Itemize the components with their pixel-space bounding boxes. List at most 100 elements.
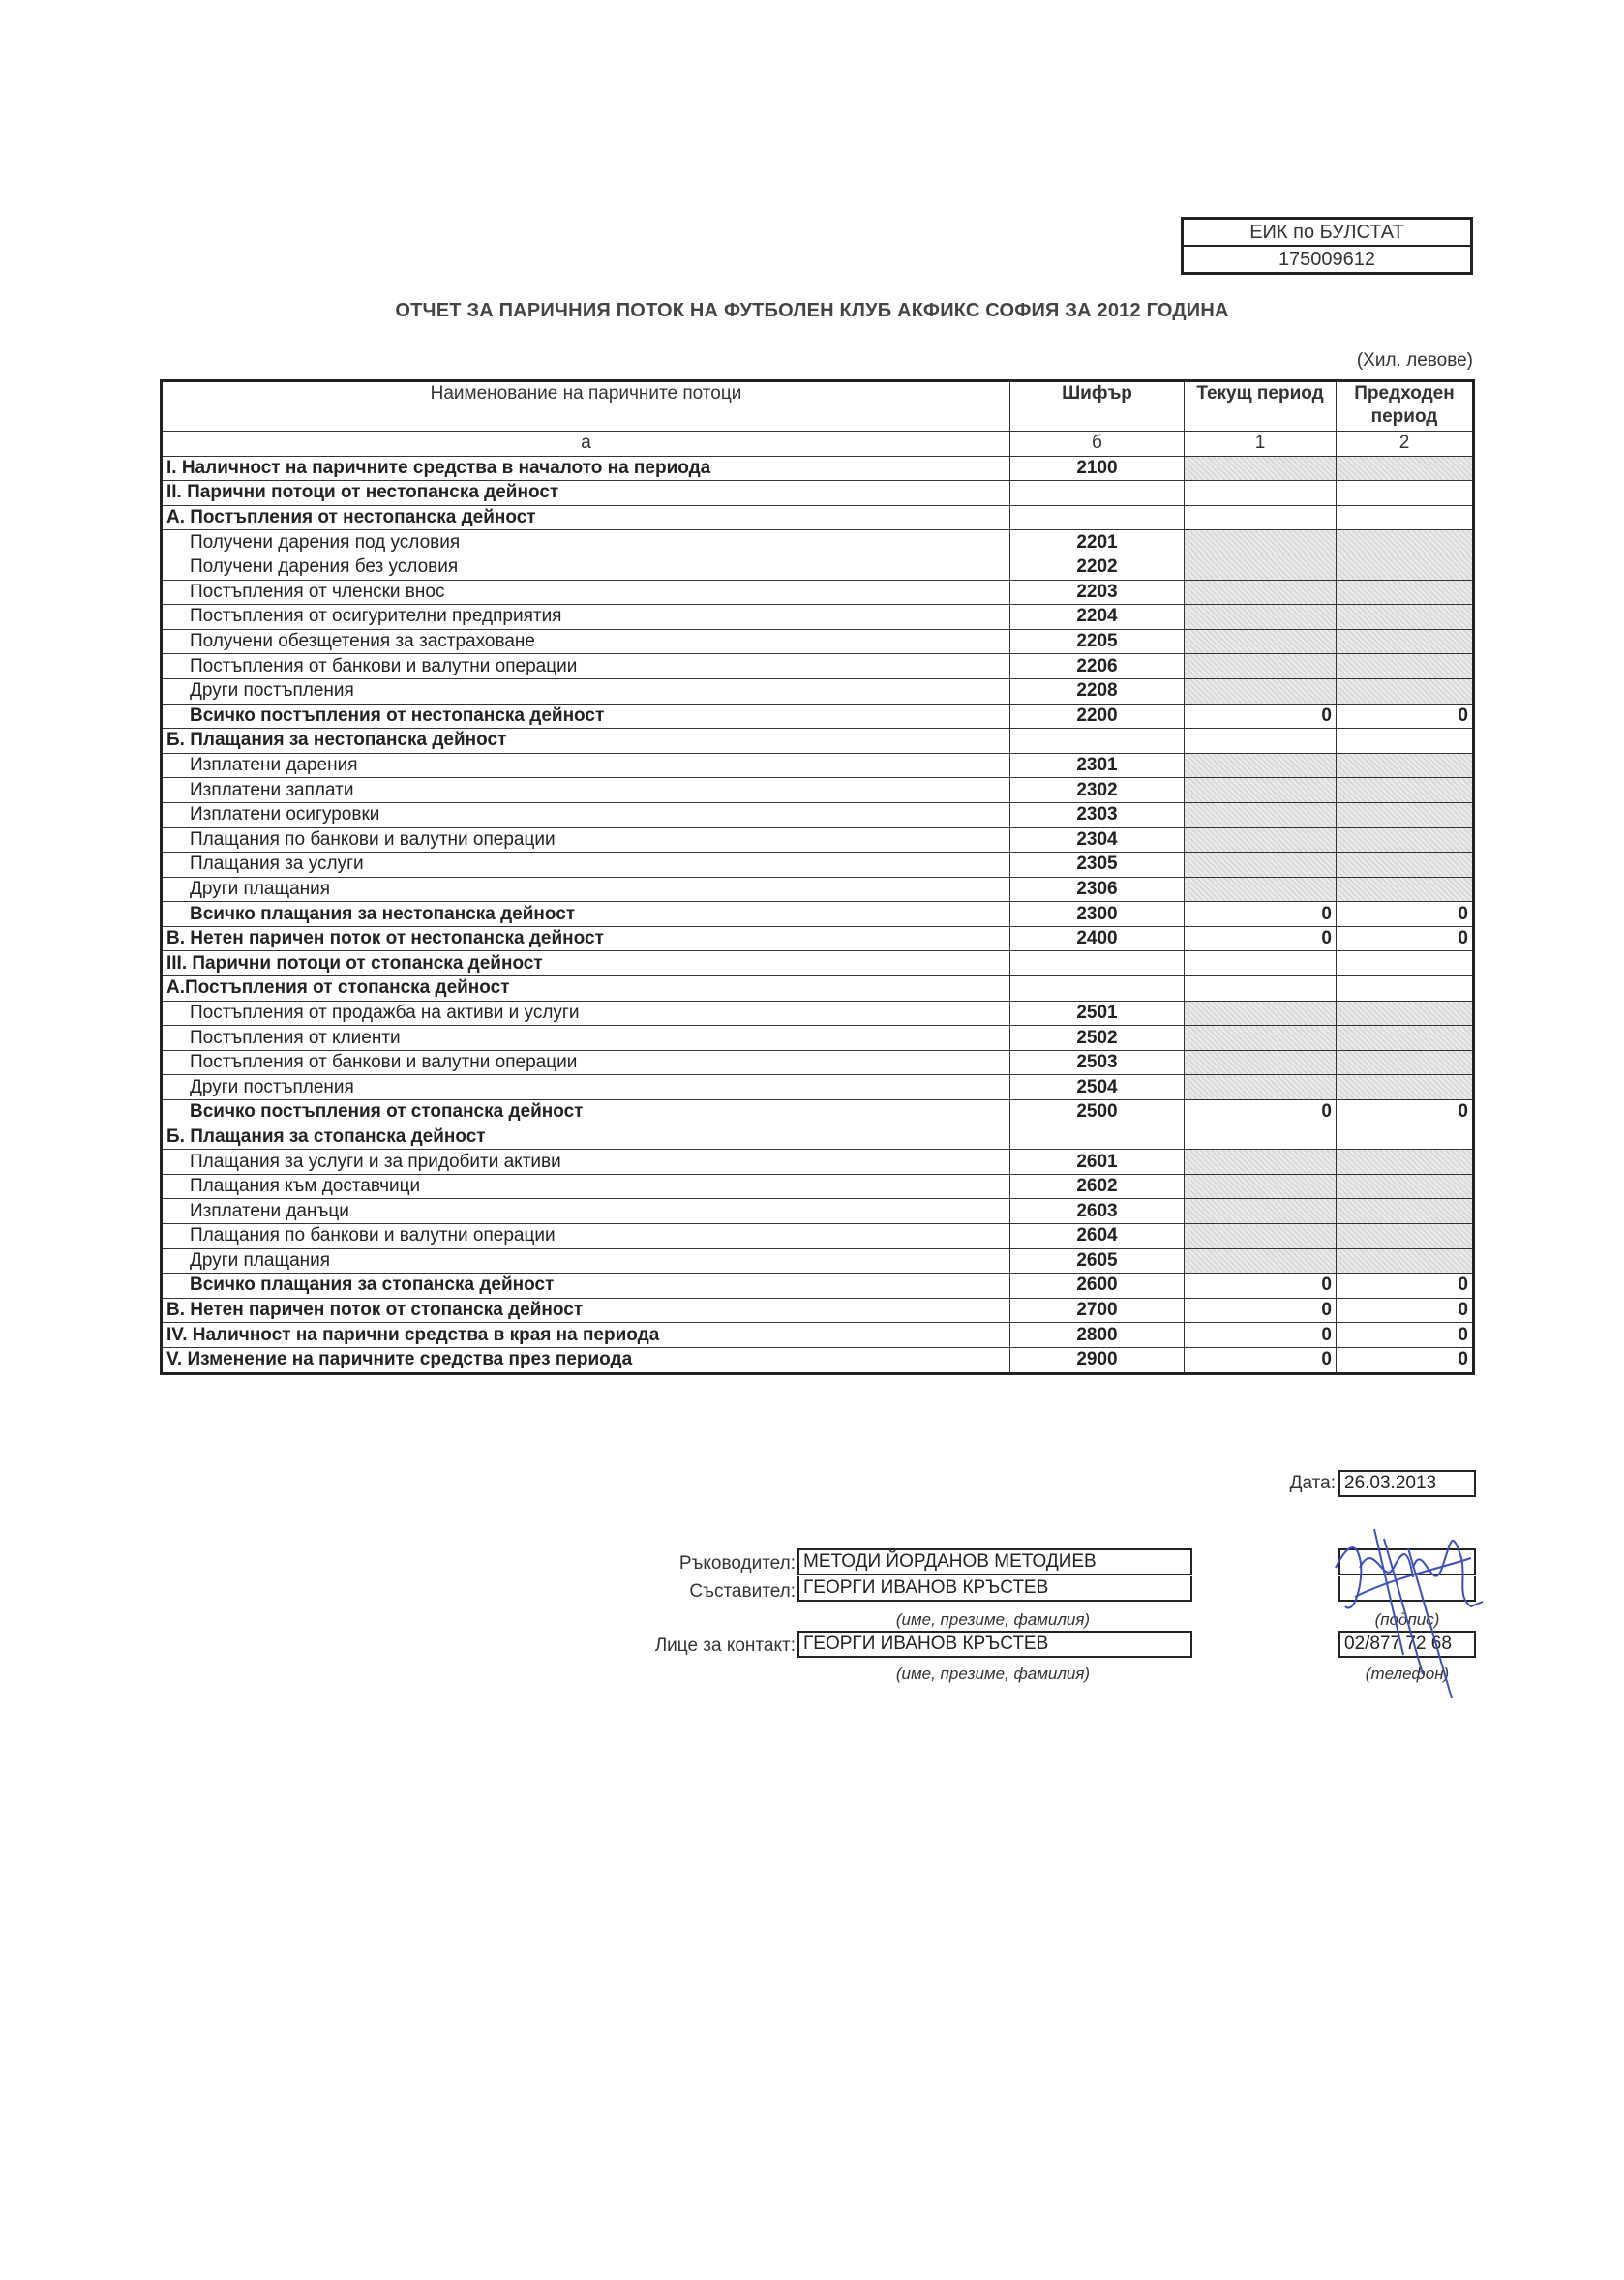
row-current — [1184, 653, 1337, 679]
report-title: ОТЧЕТ ЗА ПАРИЧНИЯ ПОТОК НА ФУТБОЛЕН КЛУБ… — [395, 300, 1229, 321]
row-label: А.Постъпления от стопанска дейност — [161, 975, 1010, 1002]
phone-field: 02/877 72 68 — [1338, 1631, 1476, 1658]
row-label: Изплатени осигуровки — [161, 801, 1010, 828]
row-current — [1184, 728, 1337, 754]
row-previous — [1336, 1173, 1474, 1200]
row-current: 0 — [1184, 901, 1337, 927]
row-previous: 0 — [1336, 1346, 1474, 1374]
table-row: Всичко постъпления от нестопанска дейнос… — [161, 703, 1474, 730]
table-row: В. Нетен паричен поток от стопанска дейн… — [161, 1297, 1474, 1324]
row-code: 2203 — [1009, 579, 1185, 606]
row-label: Всичко плащания за стопанска дейност — [161, 1273, 1010, 1299]
row-code: 2303 — [1009, 801, 1185, 828]
row-current: 0 — [1184, 1099, 1337, 1125]
row-code: 2301 — [1009, 752, 1185, 779]
row-code: 2501 — [1009, 1000, 1185, 1027]
row-label: Получени дарения под условия — [161, 529, 1010, 555]
row-current — [1184, 504, 1337, 531]
table-row: Получени дарения без условия 2202 — [161, 554, 1474, 581]
row-current — [1184, 1074, 1337, 1101]
row-code: 2304 — [1009, 826, 1185, 854]
row-code — [1009, 728, 1185, 754]
table-row: III. Парични потоци от стопанска дейност — [161, 950, 1474, 977]
index-b: б — [1009, 431, 1185, 457]
row-label: В. Нетен паричен поток от нестопанска де… — [161, 925, 1010, 952]
row-label: Други постъпления — [161, 1074, 1010, 1101]
row-current — [1184, 1124, 1337, 1151]
row-label: Други плащания — [161, 876, 1010, 903]
table-row: Получени обезщетения за застраховане 2205 — [161, 628, 1474, 655]
row-code: 2603 — [1009, 1198, 1185, 1224]
table-row: В. Нетен паричен поток от нестопанска де… — [161, 925, 1474, 952]
row-current — [1184, 876, 1337, 903]
table-row: Постъпления от членски внос 2203 — [161, 579, 1474, 606]
row-label: Всичко постъпления от стопанска дейност — [161, 1099, 1010, 1125]
row-previous — [1336, 604, 1474, 630]
row-label: II. Парични потоци от нестопанска дейнос… — [161, 480, 1010, 506]
table-row: Всичко плащания за нестопанска дейност 23… — [161, 901, 1474, 927]
table-row: А.Постъпления от стопанска дейност — [161, 975, 1474, 1002]
table-row: Други постъпления 2504 — [161, 1074, 1474, 1101]
table-row: Б. Плащания за нестопанска дейност — [161, 728, 1474, 754]
row-current — [1184, 677, 1337, 705]
table-row: Изплатени данъци 2603 — [161, 1198, 1474, 1224]
row-label: Изплатени данъци — [161, 1198, 1010, 1224]
row-label: Б. Плащания за стопанска дейност — [161, 1124, 1010, 1151]
row-code: 2202 — [1009, 554, 1185, 581]
row-current — [1184, 975, 1337, 1002]
row-previous — [1336, 752, 1474, 779]
row-current — [1184, 1173, 1337, 1200]
row-current — [1184, 579, 1337, 606]
row-label: Постъпления от продажба на активи и услу… — [161, 1000, 1010, 1027]
table-row: I. Наличност на паричните средства в нач… — [161, 455, 1474, 482]
row-previous — [1336, 1074, 1474, 1101]
row-code: 2503 — [1009, 1049, 1185, 1076]
row-previous: 0 — [1336, 901, 1474, 927]
row-current — [1184, 752, 1337, 779]
row-current — [1184, 826, 1337, 854]
header-current: Текущ период — [1184, 380, 1337, 432]
row-current: 0 — [1184, 1273, 1337, 1299]
row-label: Изплатени дарения — [161, 752, 1010, 779]
row-label: Постъпления от банкови и валутни операци… — [161, 1049, 1010, 1076]
row-code: 2605 — [1009, 1247, 1185, 1275]
date-field: 26.03.2013 — [1338, 1470, 1476, 1497]
row-current: 0 — [1184, 1346, 1337, 1374]
row-code: 2800 — [1009, 1322, 1185, 1348]
row-code: 2306 — [1009, 876, 1185, 903]
row-label: Получени обезщетения за застраховане — [161, 628, 1010, 655]
table-row: Плащания към доставчици 2602 — [161, 1173, 1474, 1200]
table-row: Всичко постъпления от стопанска дейност 2… — [161, 1099, 1474, 1125]
header-code: Шифър — [1009, 380, 1185, 432]
row-previous — [1336, 801, 1474, 828]
row-previous — [1336, 1198, 1474, 1224]
row-code: 2206 — [1009, 653, 1185, 679]
index-a: а — [161, 431, 1010, 457]
row-code: 2500 — [1009, 1099, 1185, 1125]
row-label: Б. Плащания за нестопанска дейност — [161, 728, 1010, 754]
table-row: Получени дарения под условия 2201 — [161, 529, 1474, 555]
row-current: 0 — [1184, 925, 1337, 952]
row-label: Плащания към доставчици — [161, 1173, 1010, 1200]
row-label: Плащания по банкови и валутни операции — [161, 1223, 1010, 1249]
table-row: А. Постъпления от нестопанска дейност — [161, 504, 1474, 531]
table-row: Всичко плащания за стопанска дейност 2600… — [161, 1273, 1474, 1299]
table-row: Постъпления от продажба на активи и услу… — [161, 1000, 1474, 1027]
eik-label: ЕИК по БУЛСТАТ — [1249, 222, 1404, 243]
table-row: Плащания по банкови и валутни операции 26… — [161, 1223, 1474, 1249]
table-row: Постъпления от банкови и валутни операци… — [161, 653, 1474, 679]
row-current: 0 — [1184, 1322, 1337, 1348]
name-caption: (име, презиме, фамилия) — [895, 1610, 1091, 1629]
row-current — [1184, 554, 1337, 581]
row-previous: 0 — [1336, 703, 1474, 730]
row-code: 2205 — [1009, 628, 1185, 655]
row-previous — [1336, 529, 1474, 555]
row-code — [1009, 950, 1185, 977]
table-row: Плащания за услуги 2305 — [161, 852, 1474, 878]
row-label: I. Наличност на паричните средства в нач… — [161, 455, 1010, 482]
row-current — [1184, 529, 1337, 555]
row-code: 2504 — [1009, 1074, 1185, 1101]
table-row: Други плащания 2306 — [161, 876, 1474, 903]
row-label: Постъпления от осигурителни предприятия — [161, 604, 1010, 630]
row-current — [1184, 1247, 1337, 1275]
